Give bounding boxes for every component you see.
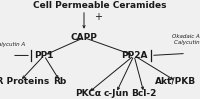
Text: Bcl-2: Bcl-2 bbox=[131, 89, 157, 98]
Text: SR Proteins: SR Proteins bbox=[0, 77, 50, 86]
Text: Calycutin A: Calycutin A bbox=[0, 41, 26, 47]
Text: PP2A: PP2A bbox=[121, 51, 147, 60]
Text: +: + bbox=[94, 12, 102, 22]
Text: Rb: Rb bbox=[53, 77, 67, 86]
Text: CAPP: CAPP bbox=[71, 33, 97, 42]
Text: Okadaic Acid
Calycutin A: Okadaic Acid Calycutin A bbox=[172, 34, 200, 45]
Text: c-Jun: c-Jun bbox=[103, 89, 129, 98]
Text: PKCα: PKCα bbox=[75, 89, 101, 98]
Text: PP1: PP1 bbox=[34, 51, 54, 60]
Text: Akt/PKB: Akt/PKB bbox=[155, 77, 197, 86]
Text: Cell Permeable Ceramides: Cell Permeable Ceramides bbox=[33, 1, 167, 10]
